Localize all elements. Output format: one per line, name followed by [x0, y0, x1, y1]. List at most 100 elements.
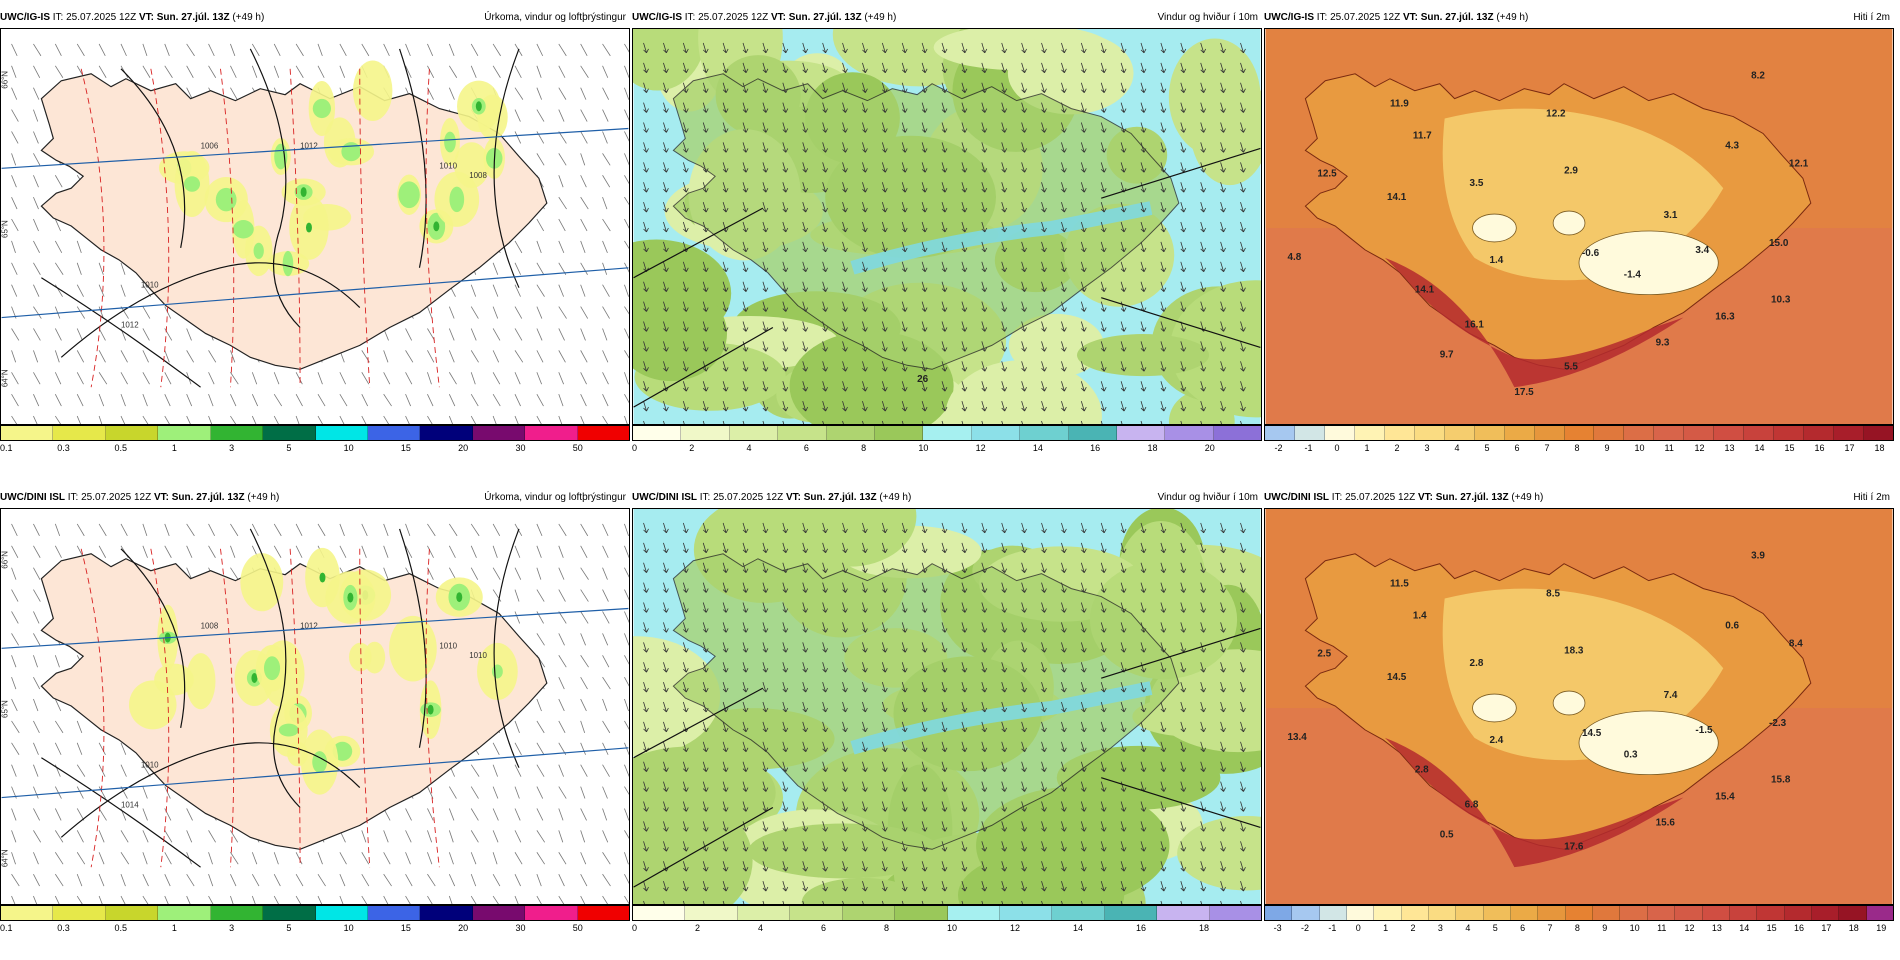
wind-arrow	[702, 301, 709, 312]
wind-arrow	[1120, 542, 1127, 554]
wind-arrow	[881, 522, 888, 534]
wind-arrow	[682, 142, 689, 153]
wind-arrow	[802, 741, 809, 753]
wind-barb	[448, 372, 457, 385]
wind-arrow	[1080, 801, 1087, 812]
wind-arrow	[1080, 662, 1087, 673]
wind-arrow	[1220, 881, 1226, 892]
wind-arrow	[1240, 900, 1242, 904]
wind-barb	[580, 589, 589, 602]
wind-barb	[602, 742, 609, 755]
wind-arrow	[1100, 42, 1107, 54]
wind-arrow	[1140, 341, 1147, 352]
wind-arrow	[1180, 522, 1187, 534]
wind-barb	[11, 328, 20, 341]
wind-arrow	[663, 741, 669, 753]
wind-arrow	[1061, 741, 1067, 753]
wind-arrow	[901, 622, 908, 633]
wind-arrow	[1160, 341, 1167, 352]
wind-barb	[251, 852, 258, 865]
wind-arrow	[981, 82, 988, 93]
wind-barb	[624, 175, 629, 185]
wind-barb	[514, 350, 524, 363]
wind-barb	[164, 545, 172, 558]
wind-arrow	[1080, 182, 1087, 193]
wind-barb	[427, 415, 433, 424]
wind-arrow	[862, 582, 868, 593]
wind-arrow	[782, 162, 789, 173]
wind-arrow	[881, 281, 888, 292]
wind-arrow	[663, 182, 669, 193]
color-scale-segment	[105, 426, 159, 440]
wind-barb	[448, 306, 455, 319]
wind-speed-area	[633, 29, 706, 91]
wind-barb	[273, 523, 282, 537]
model-name: UWC/DINI ISL	[1264, 492, 1329, 503]
wind-barb	[492, 328, 501, 341]
wind-arrow	[1120, 781, 1127, 792]
wind-barb	[54, 43, 62, 57]
temperature-label: 1.4	[1413, 610, 1427, 621]
wind-arrow	[1001, 701, 1008, 713]
wind-arrow	[742, 781, 749, 792]
wind-arrow	[722, 542, 729, 554]
wind-barb	[624, 720, 629, 730]
wind-arrow	[663, 341, 669, 352]
wind-arrow	[981, 381, 988, 392]
isobar-label: 1010	[141, 761, 159, 770]
wind-barb	[536, 633, 545, 646]
wind-arrow	[1021, 602, 1027, 613]
wind-arrow	[742, 241, 749, 253]
wind-barb	[361, 415, 367, 424]
wind-arrow	[881, 900, 884, 904]
temperature-contour	[220, 548, 235, 868]
wind-barb	[602, 633, 609, 646]
wind-barb	[230, 350, 236, 363]
wind-arrow	[1061, 122, 1067, 133]
init-time-label: IT:	[1316, 12, 1328, 23]
wind-barb	[295, 415, 300, 424]
wind-arrow	[1041, 102, 1047, 113]
wind-arrow	[1120, 900, 1123, 904]
wind-arrow	[862, 622, 868, 633]
wind-arrow	[1080, 542, 1087, 554]
wind-barb	[580, 87, 587, 100]
model-name: UWC/IG-IS	[1264, 12, 1314, 23]
wind-arrow	[742, 381, 749, 392]
wind-arrow	[1220, 582, 1226, 593]
color-scale-tick: 15	[1784, 443, 1795, 453]
wind-arrow	[941, 861, 948, 872]
wind-barb	[76, 852, 86, 865]
isobar-label: 1006	[201, 141, 219, 150]
wind-arrow	[1120, 162, 1127, 173]
wind-arrow	[762, 562, 769, 573]
wind-arrow	[981, 821, 988, 832]
wind-arrow	[802, 301, 809, 312]
wind-arrow	[702, 62, 709, 74]
wind-barb	[54, 742, 62, 755]
color-scale-tick: 9	[1602, 923, 1608, 933]
color-scale-segment	[947, 906, 1000, 920]
wind-arrow	[1120, 582, 1127, 593]
temperature-label: 3.9	[1751, 551, 1765, 562]
wind-arrow	[901, 682, 908, 693]
wind-arrow	[1080, 642, 1087, 653]
color-scale-tick: 0	[632, 443, 638, 453]
wind-arrow	[921, 102, 928, 113]
glacier-area	[1578, 710, 1719, 776]
wind-arrow	[1021, 761, 1027, 772]
wind-arrow	[1160, 221, 1167, 233]
wind-arrow	[802, 62, 809, 74]
wind-arrow	[961, 801, 968, 812]
wind-arrow	[961, 861, 968, 872]
wind-arrow	[842, 542, 848, 554]
wind-arrow	[1200, 642, 1207, 653]
wind-arrow	[1140, 562, 1147, 573]
wind-arrow	[722, 861, 729, 872]
wind-barb	[33, 589, 41, 602]
wind-arrow	[722, 202, 729, 213]
wind-arrow	[802, 82, 809, 93]
wind-arrow	[822, 721, 828, 733]
wind-arrow	[1220, 741, 1226, 753]
wind-barb	[427, 43, 434, 57]
